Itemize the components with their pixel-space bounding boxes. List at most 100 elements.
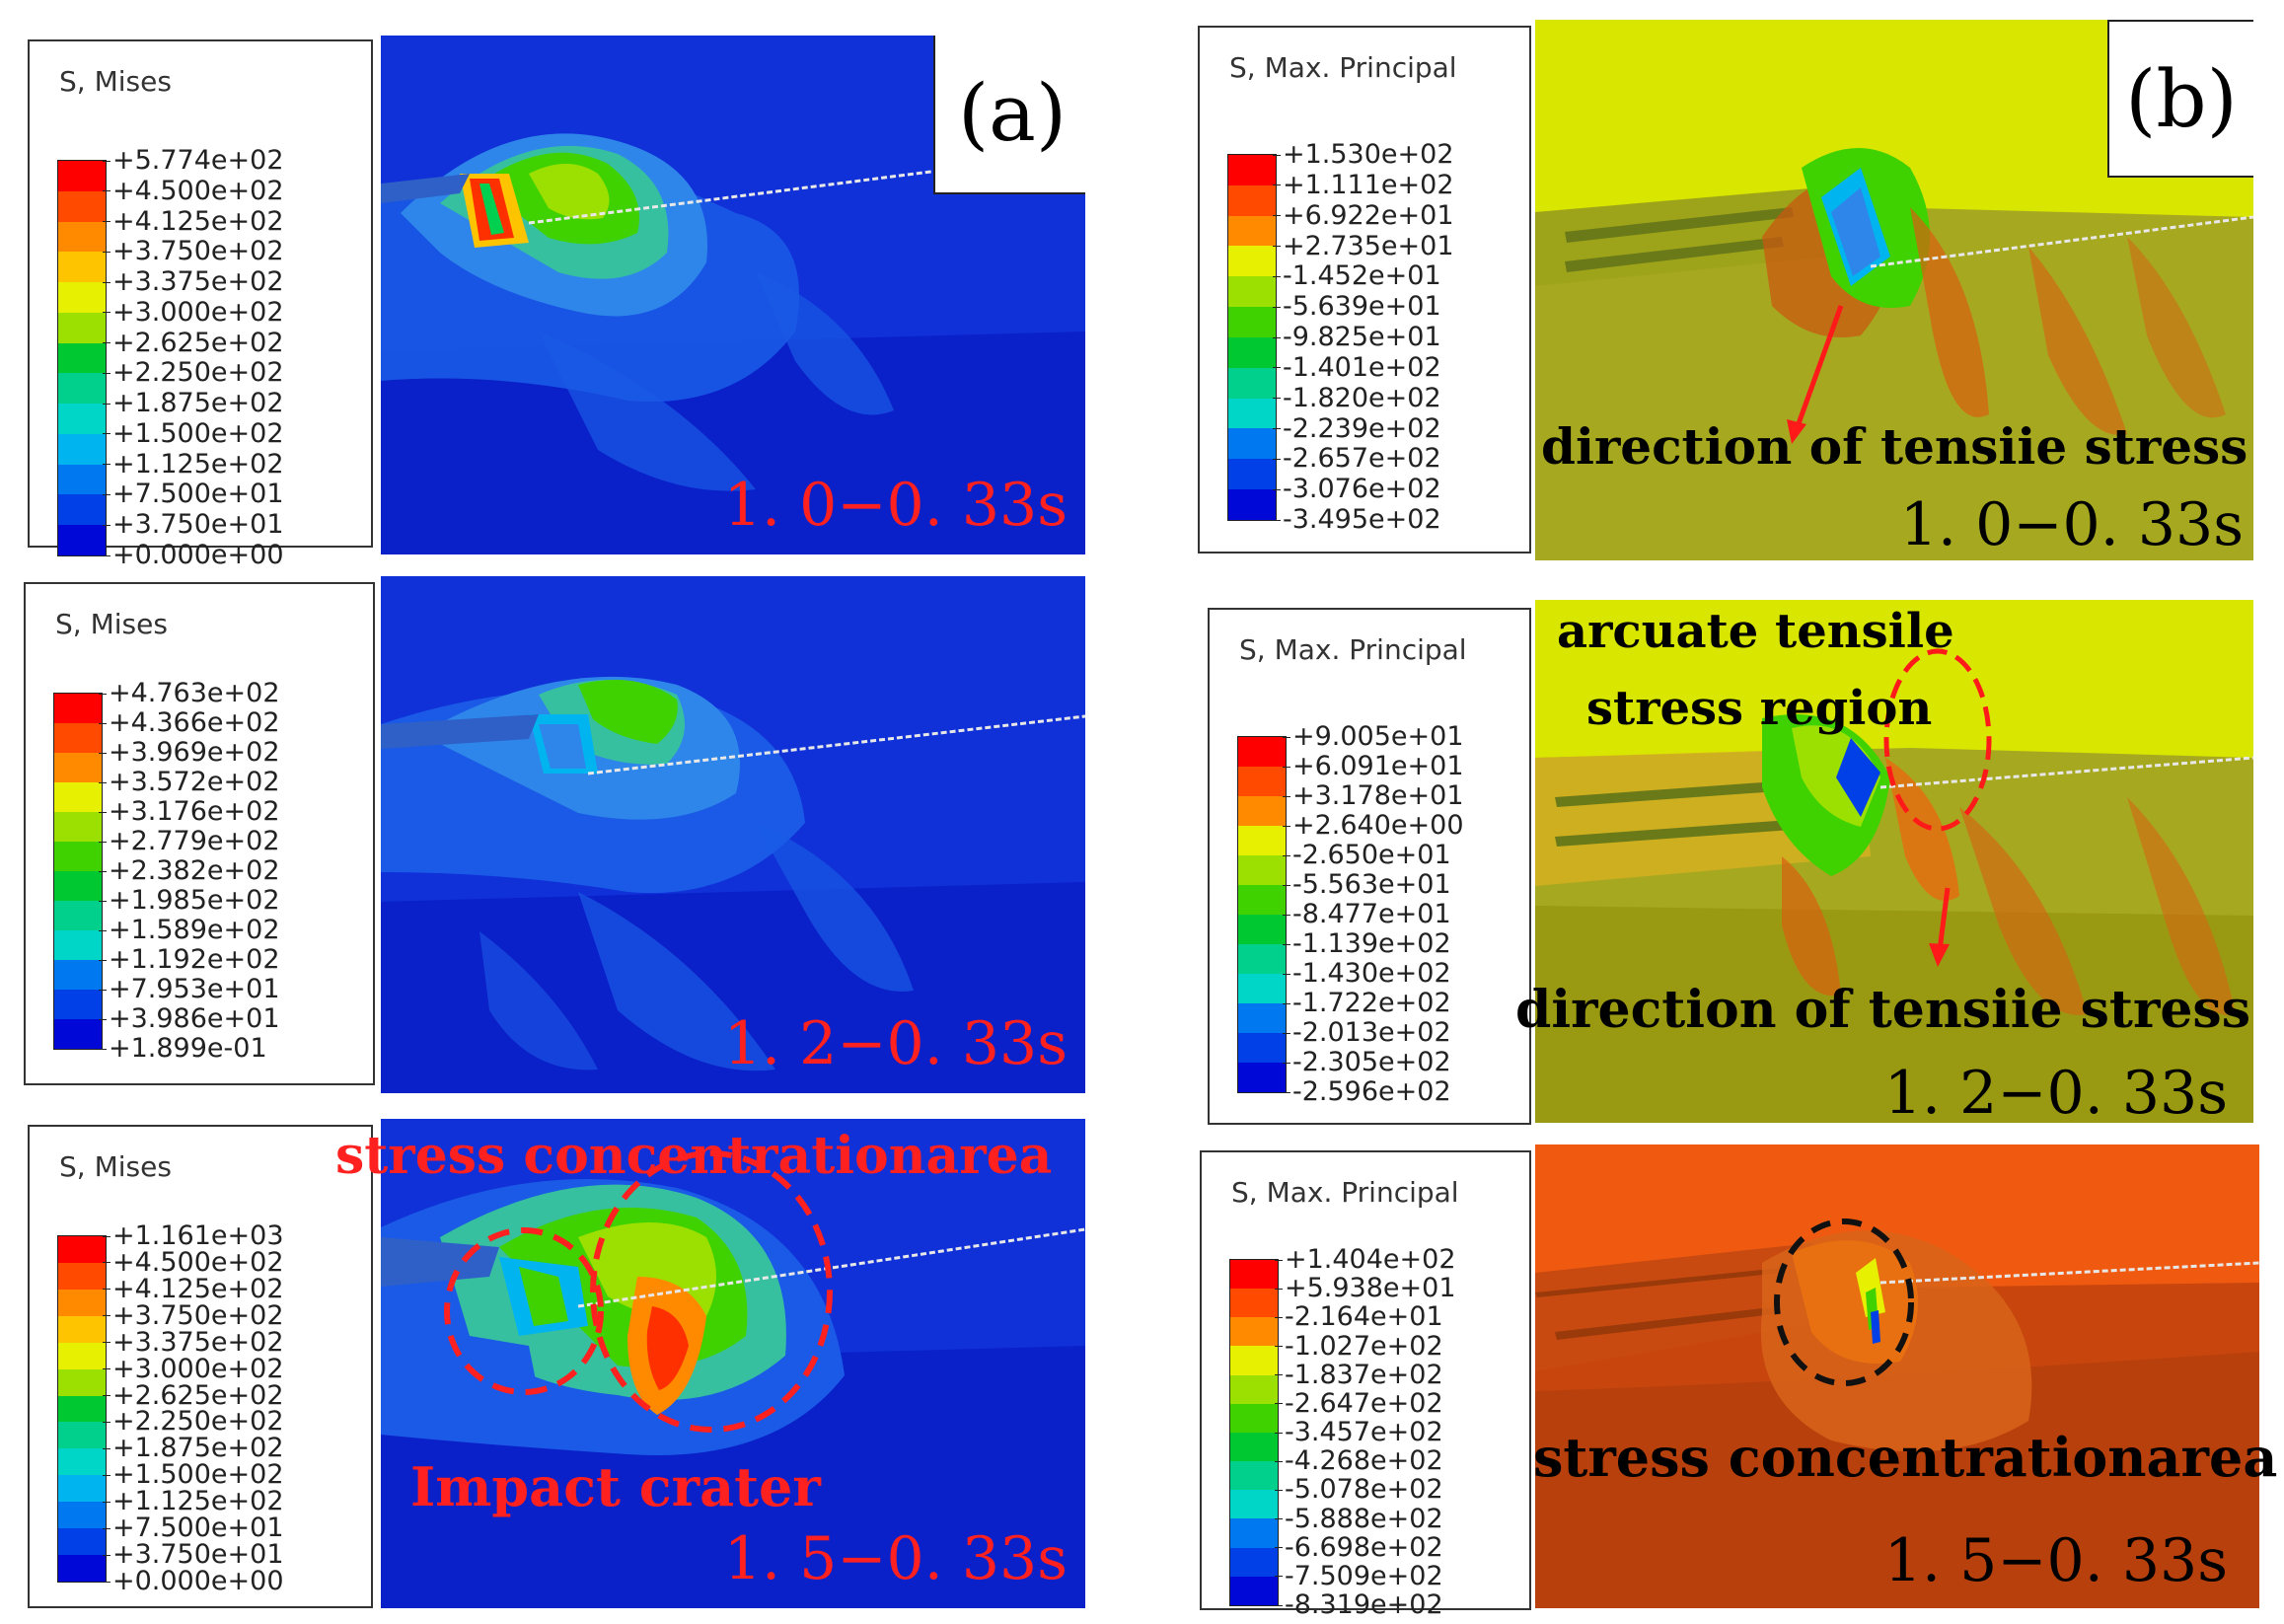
- legend-title: S, Mises: [55, 608, 168, 640]
- stress-concentration-circle-b3: [1774, 1218, 1914, 1386]
- legend-color-band: [54, 990, 102, 1019]
- legend-value: -1.820e+02: [1273, 382, 1441, 413]
- legend-value: -2.013e+02: [1283, 1017, 1451, 1048]
- time-label-b2: 1. 2−0. 33s: [1883, 1059, 2228, 1123]
- legend-value: +3.572e+02: [99, 767, 280, 797]
- legend-color-band: [1230, 1374, 1278, 1404]
- legend-color-band: [1228, 276, 1276, 308]
- legend-value: +4.125e+02: [103, 1273, 284, 1304]
- legend-title: S, Max. Principal: [1229, 51, 1457, 84]
- legend-color-band: [58, 1555, 106, 1582]
- legend-colorbar: [1227, 154, 1277, 521]
- legend-value: +1.111e+02: [1273, 169, 1454, 200]
- legend-color-band: [1238, 1033, 1286, 1063]
- legend-color-band: [1230, 1346, 1278, 1375]
- contour-plot-a2: [381, 576, 1085, 1093]
- time-label-a2: 1. 2−0. 33s: [723, 1009, 1068, 1078]
- legend-color-band: [1228, 398, 1276, 429]
- legend-value: -4.268e+02: [1275, 1445, 1443, 1477]
- legend-value: +1.404e+02: [1275, 1244, 1456, 1275]
- legend-color-band: [58, 161, 106, 191]
- legend-value: +2.640e+00: [1283, 810, 1464, 841]
- legend-color-band: [58, 1236, 106, 1263]
- legend-value: +3.969e+02: [99, 737, 280, 768]
- legend-value: -2.239e+02: [1273, 412, 1441, 444]
- impact-crater-circle: [444, 1227, 604, 1395]
- legend-value: +1.125e+02: [103, 1486, 284, 1517]
- legend-color-band: [1238, 1003, 1286, 1033]
- legend-value: +2.250e+02: [103, 1406, 284, 1438]
- legend-value: +7.953e+01: [99, 974, 280, 1004]
- legend-color-band: [54, 812, 102, 842]
- legend-color-band: [1230, 1289, 1278, 1318]
- legend-value: +0.000e+00: [103, 1566, 284, 1596]
- legend-color-band: [54, 901, 102, 930]
- legend-color-band: [1228, 185, 1276, 216]
- legend-value: +1.530e+02: [1273, 139, 1454, 170]
- legend-color-band: [1228, 489, 1276, 520]
- legend-color-band: [1230, 1576, 1278, 1605]
- legend-color-band: [1230, 1403, 1278, 1433]
- legend-value: +2.382e+02: [99, 855, 280, 886]
- time-label-b3: 1. 5−0. 33s: [1883, 1526, 2228, 1595]
- legend-b1: S, Max. Principal +1.530e+02 +1.111e+02 +6…: [1198, 26, 1531, 554]
- contour-panel-a2: 1. 2−0. 33s: [381, 576, 1085, 1093]
- legend-value: -8.477e+01: [1283, 899, 1451, 929]
- annotation-arcuate-line1: arcuate tensile: [1557, 604, 1954, 659]
- legend-value: -2.650e+01: [1283, 840, 1451, 870]
- legend-color-band: [58, 494, 106, 526]
- legend-value: -3.457e+02: [1275, 1417, 1443, 1447]
- legend-value: +1.899e-01: [99, 1033, 267, 1064]
- panel-label-b: (b): [2107, 20, 2253, 178]
- legend-color-band: [58, 1262, 106, 1290]
- legend-color-band: [58, 342, 106, 374]
- legend-color-band: [58, 1289, 106, 1316]
- legend-color-band: [1230, 1317, 1278, 1347]
- legend-value: -1.722e+02: [1283, 988, 1451, 1018]
- legend-value: +1.589e+02: [99, 915, 280, 945]
- legend-color-band: [1238, 796, 1286, 826]
- legend-value: -1.452e+01: [1273, 260, 1441, 292]
- legend-color-band: [1228, 428, 1276, 460]
- legend-color-band: [1238, 826, 1286, 855]
- annotation-impact-crater: Impact crater: [410, 1455, 821, 1518]
- contour-panel-b2: 1. 2−0. 33s: [1535, 600, 2253, 1123]
- legend-value: +1.125e+02: [103, 448, 284, 480]
- annotation-stress-concentration-b3: stress concentrationarea: [1533, 1426, 2278, 1489]
- legend-color-band: [58, 1342, 106, 1369]
- legend-value: +3.750e+01: [103, 1539, 284, 1571]
- legend-color-band: [58, 373, 106, 405]
- tensile-direction-arrow-b2: [1937, 887, 1951, 951]
- legend-value: +1.985e+02: [99, 885, 280, 916]
- legend-color-band: [58, 433, 106, 465]
- legend-value: +2.735e+01: [1273, 230, 1454, 261]
- legend-value: +1.875e+02: [103, 388, 284, 419]
- legend-value: -1.027e+02: [1275, 1330, 1443, 1362]
- legend-value: +7.500e+01: [103, 479, 284, 510]
- arcuate-region-ellipse: [1883, 648, 1992, 832]
- legend-color-band: [1230, 1518, 1278, 1548]
- time-label-a3: 1. 5−0. 33s: [723, 1524, 1068, 1593]
- legend-a2: S, Mises +4.763e+02 +4.366e+02 +3.969e+02 +…: [24, 582, 375, 1085]
- legend-title: S, Max. Principal: [1231, 1176, 1459, 1209]
- legend-color-band: [54, 960, 102, 990]
- legend-value: +3.176e+02: [99, 796, 280, 827]
- contour-plot-b2: [1535, 600, 2253, 1123]
- legend-color-band: [1238, 855, 1286, 885]
- legend-title: S, Max. Principal: [1239, 633, 1467, 666]
- legend-value: +1.161e+03: [103, 1220, 284, 1251]
- legend-color-band: [1228, 367, 1276, 399]
- legend-color-band: [54, 782, 102, 812]
- legend-value: +4.763e+02: [99, 678, 280, 708]
- legend-color-band: [1238, 885, 1286, 915]
- legend-value: +0.000e+00: [103, 540, 284, 570]
- legend-value: -5.639e+01: [1273, 291, 1441, 323]
- legend-color-band: [54, 723, 102, 753]
- legend-value: +3.000e+02: [103, 296, 284, 328]
- legend-value: +6.922e+01: [1273, 199, 1454, 231]
- legend-value: +7.500e+01: [103, 1513, 284, 1544]
- annotation-tensile-direction-b2: direction of tensiie stress: [1515, 980, 2250, 1040]
- legend-value: +3.750e+02: [103, 236, 284, 267]
- legend-color-band: [1230, 1432, 1278, 1462]
- legend-color-band: [1228, 336, 1276, 368]
